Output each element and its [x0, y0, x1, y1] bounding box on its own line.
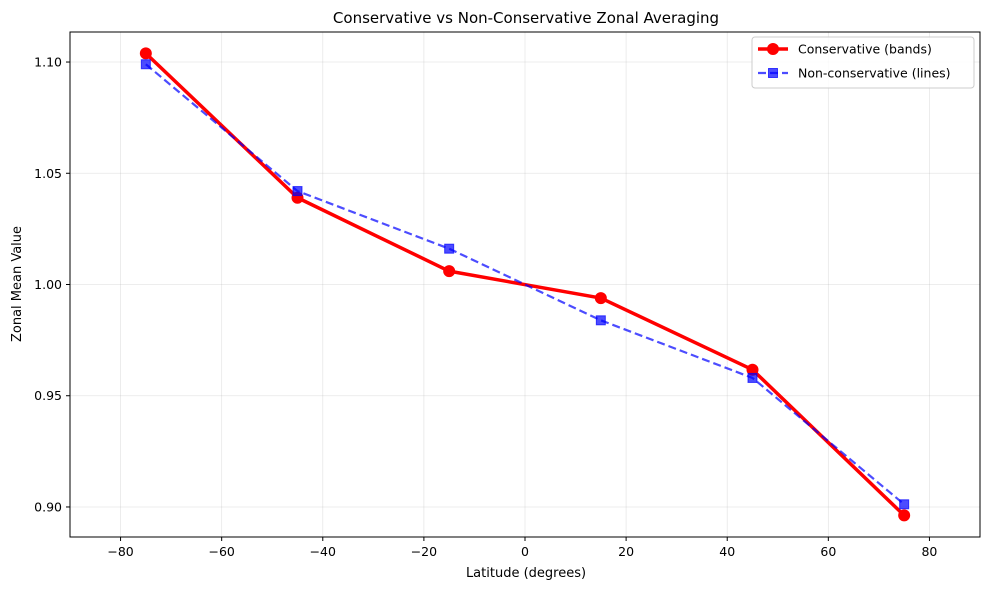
y-axis-label: Zonal Mean Value — [10, 226, 25, 342]
legend-box — [751, 36, 975, 89]
data-point — [443, 265, 456, 278]
x-tick-label: 40 — [719, 544, 735, 559]
data-point — [140, 59, 151, 70]
x-axis-label: Latitude (degrees) — [466, 566, 586, 581]
series-line — [144, 52, 906, 517]
chart-title: Conservative vs Non-Conservative Zonal A… — [333, 9, 719, 27]
x-tick-label: −60 — [208, 544, 234, 559]
y-tick-label: 0.95 — [34, 388, 62, 403]
legend-marker — [768, 68, 778, 78]
x-tick-label: −40 — [310, 544, 336, 559]
data-point — [139, 47, 152, 60]
x-tick-label: 20 — [618, 544, 634, 559]
data-point — [747, 372, 758, 383]
y-tick-label: 1.05 — [34, 166, 62, 181]
data-point — [292, 186, 303, 197]
legend-label: Non-conservative (lines) — [798, 66, 951, 81]
series-layer — [139, 47, 911, 522]
data-point — [595, 315, 606, 326]
series-line — [145, 63, 905, 506]
data-point — [594, 292, 607, 305]
legend-marker — [767, 43, 779, 55]
x-tick-label: 80 — [921, 544, 937, 559]
y-tick-label: 1.10 — [34, 55, 62, 70]
grid — [70, 32, 980, 537]
x-tick-label: 60 — [820, 544, 836, 559]
x-tick-label: 0 — [521, 544, 529, 559]
y-tick-label: 1.00 — [34, 277, 62, 292]
legend: Conservative (bands) Non-conservative (li… — [751, 36, 975, 89]
data-point — [898, 509, 911, 522]
legend-item — [758, 68, 788, 78]
data-point — [444, 243, 455, 254]
x-tick-label: −80 — [107, 544, 133, 559]
legend-label: Conservative (bands) — [798, 42, 932, 57]
x-tick-label: −20 — [411, 544, 437, 559]
data-point — [899, 499, 910, 510]
legend-item — [758, 43, 788, 55]
y-tick-label: 0.90 — [34, 499, 62, 514]
series-2 — [140, 59, 910, 510]
x-axis: −80 −60 −40 −20 0 20 40 60 80 — [107, 537, 937, 559]
y-axis: 0.90 0.95 1.00 1.05 1.10 — [34, 55, 70, 514]
